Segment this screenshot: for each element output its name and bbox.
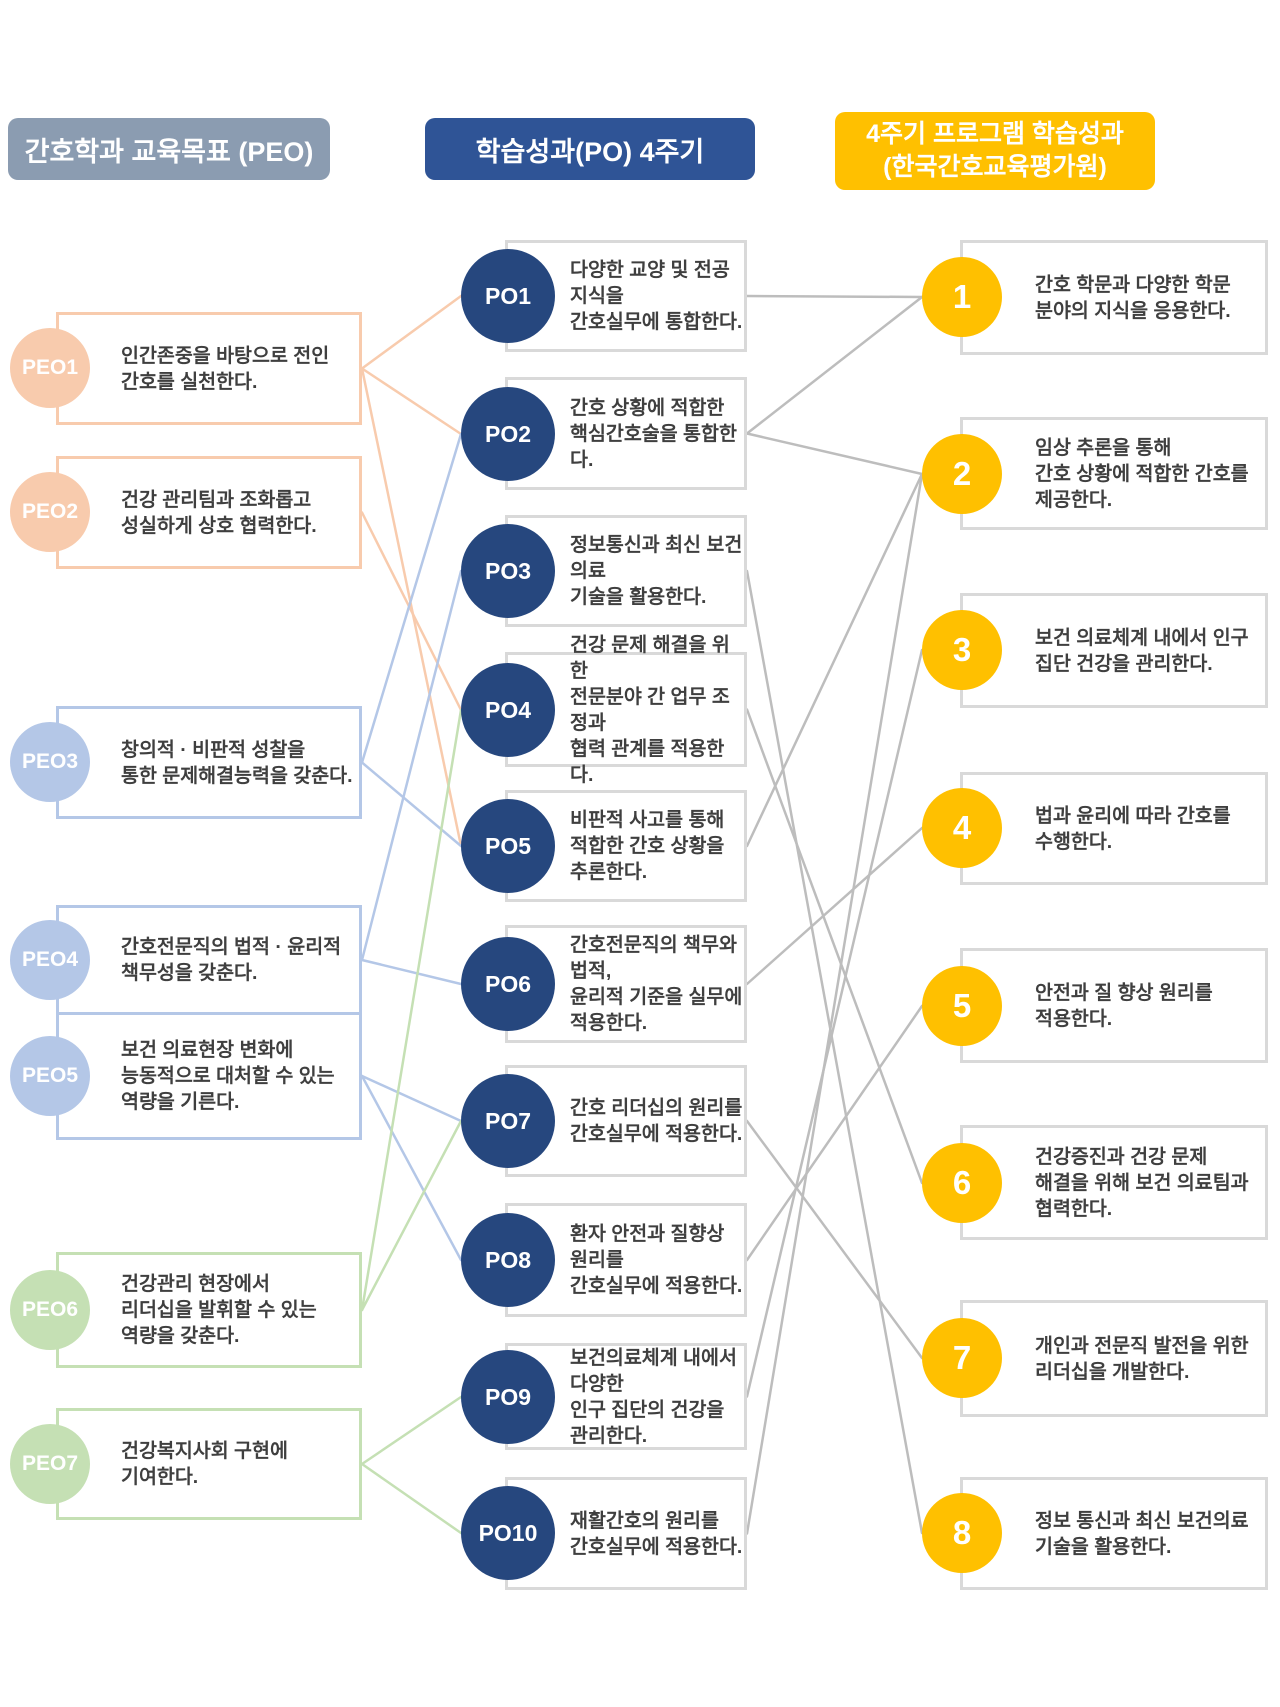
peo6-text: 건강관리 현장에서 리더십을 발휘할 수 있는 역량을 갖춘다. [121,1273,317,1347]
po5-label: PO5 [484,832,532,859]
peo5-text: 보건 의료현장 변화에 능동적으로 대처할 수 있는 역량을 기른다. [121,1039,335,1113]
outcome6-number: 6 [952,1164,972,1201]
po7-text: 간호 리더십의 원리를 간호실무에 적용한다. [570,1097,743,1145]
po2-badge: PO2 [461,387,555,481]
outcome5-number: 5 [952,987,972,1024]
po10-badge: PO10 [461,1486,555,1580]
outcome1-box: 간호 학문과 다양한 학문 분야의 지식을 응용한다. [960,240,1268,355]
po6-label: PO6 [484,970,532,997]
outcome5-text: 안전과 질 향상 원리를 적용한다. [1035,981,1213,1030]
outcome5-badge: 5 [922,966,1002,1046]
peo4-badge: PEO4 [10,920,90,1000]
outcome6-box: 건강증진과 건강 문제 해결을 위해 보건 의료팀과 협력한다. [960,1125,1268,1240]
po10-text: 재활간호의 원리를 간호실무에 적용한다. [570,1509,743,1558]
outcome7-text: 개인과 전문직 발전을 위한 리더십을 개발한다. [1035,1334,1249,1383]
outcome-column-header: 4주기 프로그램 학습성과 (한국간호교육평가원) [835,112,1155,190]
peo3-box: 창의적 · 비판적 성찰을 통한 문제해결능력을 갖춘다. [56,706,362,819]
po1-label: PO1 [484,282,532,309]
outcome8-box: 정보 통신과 최신 보건의료 기술을 활용한다. [960,1477,1268,1590]
po10-label: PO10 [478,1519,538,1546]
po1-badge: PO1 [461,249,555,343]
outcome3-box: 보건 의료체계 내에서 인구 집단 건강을 관리한다. [960,593,1268,708]
outcome8-badge: 8 [922,1493,1002,1573]
po5-text: 비판적 사고를 통해 적합한 간호 상황을 추론한다. [570,809,725,883]
peo5-label: PEO5 [21,1064,79,1087]
po2-label: PO2 [484,420,532,447]
peo3-label: PEO3 [21,750,79,773]
po6-text: 간호전문직의 책무와 법적, 윤리적 기준을 실무에 적용한다. [570,934,743,1034]
peo1-box: 인간존중을 바탕으로 전인 간호를 실천한다. [56,312,362,425]
peo7-text: 건강복지사회 구현에 기여한다. [121,1440,288,1488]
po8-label: PO8 [484,1246,532,1273]
outcome2-box: 임상 추론을 통해 간호 상황에 적합한 간호를 제공한다. [960,417,1268,530]
po9-text: 보건의료체계 내에서 다양한 인구 집단의 건강을 관리한다. [570,1346,737,1447]
outcome4-box: 법과 윤리에 따라 간호를 수행한다. [960,772,1268,885]
peo-column-header: 간호학과 교육목표 (PEO) [8,118,330,180]
peo7-box: 건강복지사회 구현에 기여한다. [56,1408,362,1520]
po3-text: 정보통신과 최신 보건의료 기술을 활용한다. [570,534,743,608]
po9-box: 보건의료체계 내에서 다양한 인구 집단의 건강을 관리한다. [505,1343,747,1450]
peo4-box: 간호전문직의 법적 · 윤리적 책무성을 갖춘다. [56,905,362,1015]
outcome2-badge: 2 [922,434,1002,514]
outcome7-box: 개인과 전문직 발전을 위한 리더십을 개발한다. [960,1300,1268,1417]
peo3-text: 창의적 · 비판적 성찰을 통한 문제해결능력을 갖춘다. [121,738,353,787]
outcome7-badge: 7 [922,1318,1002,1398]
peo6-badge: PEO6 [10,1270,90,1350]
peo5-box: 보건 의료현장 변화에 능동적으로 대처할 수 있는 역량을 기른다. [56,1012,362,1140]
po8-text: 환자 안전과 질향상 원리를 간호실무에 적용한다. [570,1223,743,1297]
po4-label: PO4 [484,696,532,723]
peo7-badge: PEO7 [10,1424,90,1504]
po4-badge: PO4 [461,663,555,757]
outcome1-badge: 1 [922,257,1002,337]
po4-text: 건강 문제 해결을 위한 전문분야 간 업무 조정과 협력 관계를 적용한다. [570,633,730,786]
outcome4-text: 법과 윤리에 따라 간호를 수행한다. [1035,804,1231,853]
outcome4-number: 4 [952,809,972,846]
peo1-badge: PEO1 [10,328,90,408]
po2-text: 간호 상황에 적합한 핵심간호술을 통합한다. [570,396,737,471]
peo3-badge: PEO3 [10,722,90,802]
peo4-label: PEO4 [21,948,79,971]
po7-label: PO7 [484,1107,532,1134]
outcome8-text: 정보 통신과 최신 보건의료 기술을 활용한다. [1035,1509,1249,1558]
outcome5-box: 안전과 질 향상 원리를 적용한다. [960,948,1268,1063]
peo2-text: 건강 관리팀과 조화롭고 성실하게 상호 협력한다. [121,488,317,537]
po3-label: PO3 [484,557,532,584]
outcome7-number: 7 [952,1339,972,1376]
po1-text: 다양한 교양 및 전공 지식을 간호실무에 통합한다. [570,259,743,333]
po-column-header: 학습성과(PO) 4주기 [425,118,755,180]
po8-badge: PO8 [461,1213,555,1307]
po9-badge: PO9 [461,1350,555,1444]
outcome6-text: 건강증진과 건강 문제 해결을 위해 보건 의료팀과 협력한다. [1035,1145,1249,1220]
outcome2-number: 2 [952,455,972,492]
peo2-badge: PEO2 [10,472,90,552]
peo4-text: 간호전문직의 법적 · 윤리적 책무성을 갖춘다. [121,936,342,984]
peo1-text: 인간존중을 바탕으로 전인 간호를 실천한다. [121,344,330,393]
peo2-box: 건강 관리팀과 조화롭고 성실하게 상호 협력한다. [56,456,362,569]
peo1-label: PEO1 [21,356,79,379]
outcome3-text: 보건 의료체계 내에서 인구 집단 건강을 관리한다. [1035,626,1249,675]
peo7-label: PEO7 [21,1452,79,1475]
po2-box: 간호 상황에 적합한 핵심간호술을 통합한다. [505,377,747,490]
peo6-box: 건강관리 현장에서 리더십을 발휘할 수 있는 역량을 갖춘다. [56,1252,362,1368]
peo2-label: PEO2 [21,500,79,523]
peo6-label: PEO6 [21,1298,79,1321]
peo5-badge: PEO5 [10,1036,90,1116]
po6-badge: PO6 [461,937,555,1031]
outcome1-text: 간호 학문과 다양한 학문 분야의 지식을 응용한다. [1035,273,1231,322]
outcome2-text: 임상 추론을 통해 간호 상황에 적합한 간호를 제공한다. [1035,436,1249,511]
po9-label: PO9 [484,1383,532,1410]
outcome8-number: 8 [952,1514,972,1551]
outcome4-badge: 4 [922,788,1002,868]
po5-badge: PO5 [461,799,555,893]
outcome6-badge: 6 [922,1143,1002,1223]
po1-box: 다양한 교양 및 전공 지식을 간호실무에 통합한다. [505,240,747,352]
outcome1-number: 1 [952,278,972,315]
outcome3-badge: 3 [922,610,1002,690]
outcome3-number: 3 [952,631,972,668]
po7-badge: PO7 [461,1074,555,1168]
po3-badge: PO3 [461,524,555,618]
